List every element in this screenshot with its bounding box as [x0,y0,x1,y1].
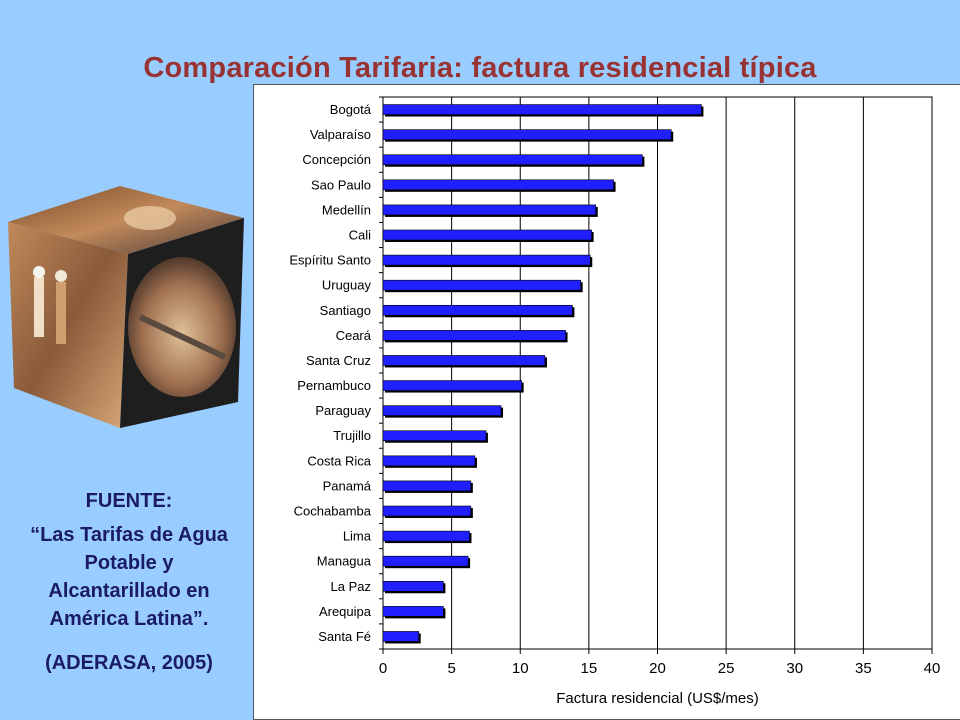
category-label: Ceará [336,328,372,343]
bar [382,254,591,266]
category-label: Lima [343,529,372,544]
category-label: Valparaíso [310,127,371,142]
category-label: Sao Paulo [311,177,371,192]
bar [382,154,643,166]
bar [382,530,470,542]
category-label: Paraguay [315,403,371,418]
category-label: Santiago [320,303,371,318]
category-label: Trujillo [333,428,371,443]
source-block: FUENTE: “Las Tarifas de Agua Potable y A… [24,487,234,677]
category-label: Espíritu Santo [289,253,371,268]
category-label: Managua [317,554,372,569]
bar [382,304,573,316]
bar [382,330,566,341]
source-citation: (ADERASA, 2005) [45,652,213,674]
cube-porthole [128,257,236,397]
bar [382,455,476,467]
category-label: La Paz [331,579,371,594]
bar [382,606,444,617]
category-label: Pernambuco [297,378,371,393]
photo-cube-icon [0,182,252,434]
category-label: Santa Fé [318,629,371,644]
category-label: Bogotá [330,102,372,117]
bar [382,380,522,391]
x-tick-label: 20 [649,660,666,677]
bar [382,229,592,241]
source-title: “Las Tarifas de Agua Potable y Alcantari… [30,524,228,630]
x-axis-title: Factura residencial (US$/mes) [556,690,759,707]
category-label: Medellín [322,202,371,217]
bar [382,104,702,115]
bar [382,179,614,191]
bar [382,555,469,567]
category-label: Arequipa [319,604,372,619]
source-label: FUENTE: [85,490,173,512]
category-label: Uruguay [322,278,372,293]
category-label: Cali [349,228,372,243]
bar [382,204,597,216]
x-tick-label: 5 [447,660,455,677]
bar [382,580,444,592]
x-tick-label: 30 [786,660,803,677]
bar [382,430,487,442]
category-label: Santa Cruz [306,353,371,368]
bar [382,279,581,291]
category-label: Panamá [323,478,372,493]
bar [382,129,672,140]
bar [382,480,472,492]
bar-chart: 0 5 10 15 20 25 30 35 40 Bogotá Valparaíso Concepci… [289,96,941,707]
x-tick-label: 25 [718,660,735,677]
bar [382,505,472,517]
bar [382,355,546,366]
category-label: Concepción [302,152,371,167]
category-label: Costa Rica [307,453,371,468]
chart-panel: 0 5 10 15 20 25 30 35 40 Bogotá Valparaíso Concepci… [253,84,960,720]
bar [382,405,502,416]
slide-title: Comparación Tarifaria: factura residenci… [143,52,817,84]
x-tick-label: 40 [924,660,941,677]
cube-left-face [8,222,128,428]
category-label: Cochabamba [294,504,372,519]
bar [382,631,419,642]
x-tick-label: 15 [581,660,598,677]
x-tick-label: 10 [512,660,529,677]
x-tick-label: 0 [379,660,387,677]
x-tick-label: 35 [855,660,872,677]
